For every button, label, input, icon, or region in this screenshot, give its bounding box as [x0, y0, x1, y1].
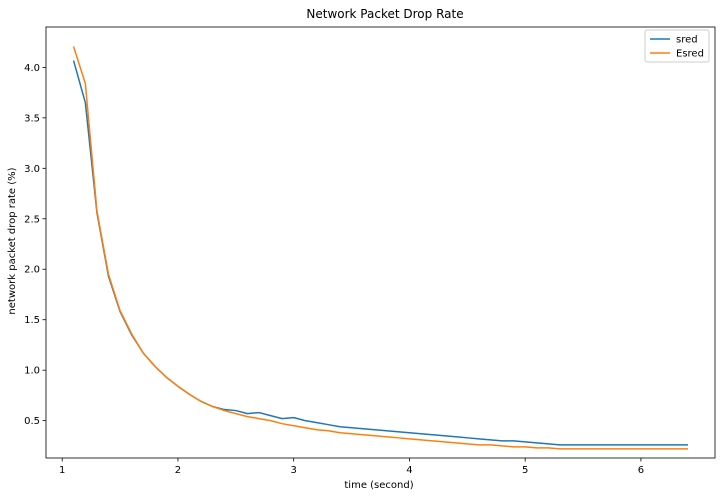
x-axis-label: time (second) — [344, 480, 413, 491]
x-tick-label: 2 — [175, 465, 181, 476]
y-tick-label: 0.5 — [24, 416, 40, 427]
x-tick-label: 3 — [291, 465, 297, 476]
legend-label-esred: Esred — [676, 49, 704, 60]
y-tick-label: 1.5 — [24, 315, 40, 326]
plot-frame — [45, 26, 716, 459]
y-tick-label: 3.5 — [24, 113, 40, 124]
legend: sred Esred — [644, 29, 710, 63]
y-tick-label: 4.0 — [24, 63, 40, 74]
y-tick-label: 3.0 — [24, 164, 40, 175]
y-tick-label: 2.0 — [24, 265, 40, 276]
y-axis-label: network packet drop rate (%) — [7, 167, 18, 314]
plot-area: 1 2 3 4 5 6 0.5 1.0 1.5 2.0 2.5 3.0 3.5 4.0 — [24, 26, 716, 476]
x-tick-label: 5 — [522, 465, 528, 476]
x-tick-label: 4 — [406, 465, 412, 476]
series-line-sred — [72, 60, 688, 446]
x-tick-label: 6 — [638, 465, 644, 476]
y-tick-label: 2.5 — [24, 214, 40, 225]
chart-title: Network Packet Drop Rate — [306, 7, 463, 21]
series-line-esred — [72, 46, 688, 450]
y-tick-label: 1.0 — [24, 366, 40, 377]
legend-box — [644, 29, 710, 63]
legend-label-sred: sred — [676, 35, 698, 46]
x-tick-label: 1 — [59, 465, 65, 476]
